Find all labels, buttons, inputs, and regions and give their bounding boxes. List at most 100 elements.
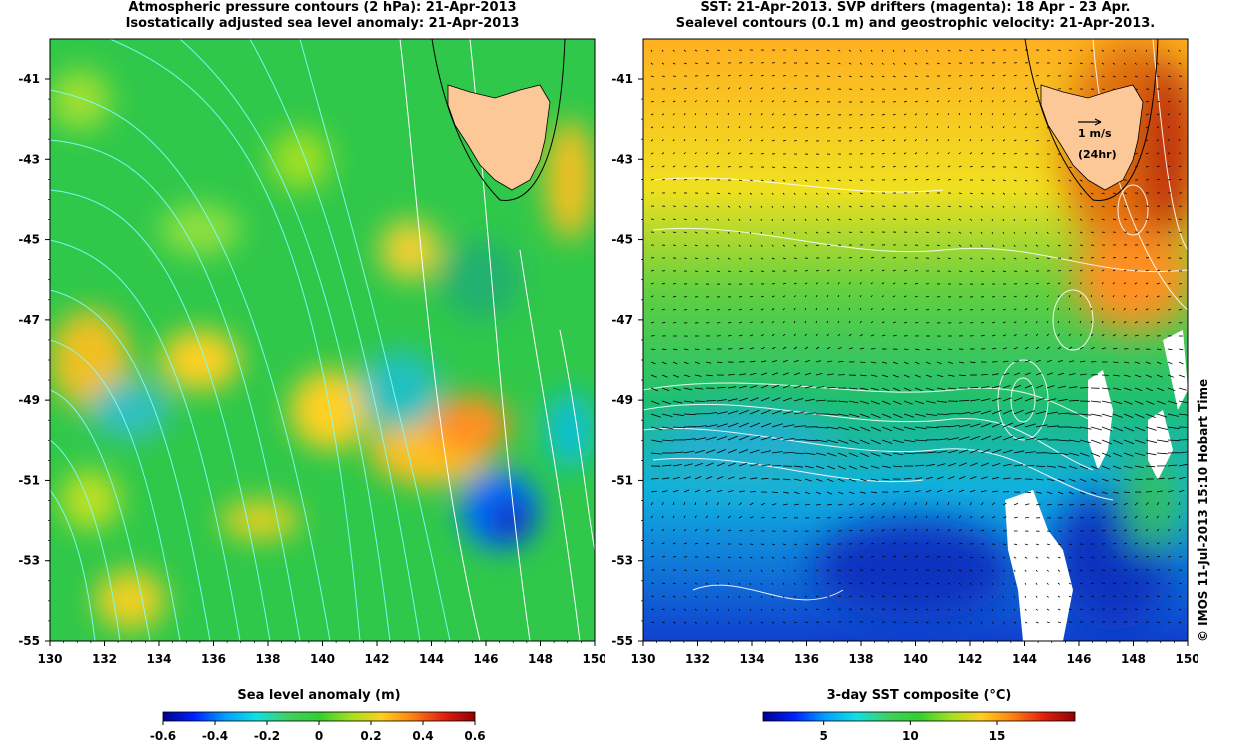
velocity-arrow (1123, 502, 1128, 506)
velocity-arrow (771, 451, 783, 454)
velocity-arrow (749, 516, 754, 519)
velocity-arrow (1024, 113, 1028, 116)
velocity-arrow (793, 257, 797, 259)
velocity-arrow (881, 139, 885, 142)
velocity-arrow (1002, 218, 1005, 221)
velocity-arrow (1057, 621, 1061, 623)
velocity-arrow (727, 335, 732, 337)
velocity-arrow (870, 75, 874, 78)
velocity-arrow (705, 476, 713, 480)
velocity-arrow (980, 422, 992, 428)
left-colorbar-tick-label: 0.6 (464, 729, 485, 743)
velocity-arrow (804, 270, 808, 272)
velocity-arrow (936, 139, 939, 142)
velocity-arrow (716, 100, 719, 103)
velocity-arrow (1002, 74, 1006, 77)
velocity-arrow (661, 502, 664, 506)
velocity-arrow (727, 257, 731, 260)
velocity-arrow (661, 528, 665, 532)
velocity-arrow (705, 400, 717, 402)
velocity-arrow (650, 49, 653, 52)
velocity-arrow (903, 113, 907, 116)
velocity-arrow (705, 205, 709, 208)
velocity-arrow (1024, 595, 1027, 598)
velocity-arrow (1013, 231, 1016, 234)
velocity-arrow (870, 413, 881, 419)
velocity-arrow (980, 205, 984, 208)
velocity-arrow (1035, 346, 1040, 350)
velocity-arrow (892, 515, 896, 519)
velocity-arrow (859, 127, 863, 129)
velocity-arrow (1101, 231, 1105, 233)
velocity-arrow (914, 400, 925, 405)
velocity-arrow (738, 435, 749, 441)
velocity-arrow (1167, 515, 1170, 519)
velocity-arrow (1167, 464, 1178, 467)
velocity-arrow (716, 192, 720, 195)
velocity-arrow (914, 179, 918, 181)
velocity-arrow (980, 231, 983, 234)
velocity-arrow (903, 555, 907, 558)
velocity-arrow (749, 543, 754, 545)
velocity-arrow (727, 113, 730, 116)
velocity-arrow (892, 282, 896, 285)
velocity-arrow (870, 126, 874, 129)
velocity-arrow (727, 529, 732, 532)
velocity-arrow (1134, 282, 1138, 285)
velocity-arrow (782, 75, 786, 77)
velocity-arrow (1134, 387, 1143, 392)
velocity-arrow (1068, 386, 1078, 389)
velocity-arrow (969, 74, 973, 77)
velocity-arrow (1101, 269, 1105, 272)
velocity-arrow (1057, 308, 1060, 311)
velocity-arrow (1035, 465, 1046, 467)
velocity-arrow (914, 75, 918, 77)
velocity-arrow (1145, 387, 1154, 392)
velocity-arrow (826, 320, 829, 324)
velocity-arrow (859, 478, 867, 482)
velocity-arrow (727, 139, 730, 142)
velocity-arrow (793, 595, 796, 598)
velocity-arrow (760, 205, 763, 208)
velocity-arrow (1178, 582, 1182, 585)
velocity-arrow (936, 450, 948, 454)
velocity-arrow (1035, 372, 1042, 376)
velocity-arrow (1167, 374, 1174, 378)
velocity-arrow (1134, 75, 1138, 78)
sst-map-panel: 1 m/s (24hr) 130 132 134 136 138 140 142 144 146… (593, 30, 1198, 670)
velocity-arrow (771, 126, 775, 129)
velocity-arrow (1167, 477, 1176, 480)
velocity-arrow (1068, 49, 1072, 52)
velocity-arrow (1167, 165, 1171, 168)
velocity-arrow (650, 152, 654, 155)
velocity-arrow (683, 450, 695, 454)
velocity-arrow (936, 489, 943, 493)
velocity-arrow (1167, 413, 1179, 417)
velocity-arrow (881, 426, 893, 432)
velocity-arrow (771, 321, 775, 324)
velocity-arrow (914, 231, 918, 233)
velocity-arrow (1013, 621, 1017, 624)
velocity-arrow (1002, 409, 1013, 415)
velocity-arrow (672, 542, 676, 545)
velocity-arrow (991, 270, 995, 273)
velocity-arrow (672, 152, 675, 155)
velocity-arrow (1101, 205, 1105, 208)
velocity-arrow (661, 75, 665, 77)
velocity-arrow (1178, 515, 1181, 519)
velocity-arrow (881, 321, 885, 324)
velocity-arrow (1156, 75, 1160, 78)
velocity-arrow (936, 361, 942, 365)
velocity-arrow (1013, 384, 1022, 389)
velocity-arrow (782, 491, 789, 494)
velocity-arrow (1024, 321, 1028, 324)
velocity-arrow (771, 244, 774, 247)
velocity-arrow (1123, 439, 1135, 445)
velocity-arrow (914, 361, 920, 365)
velocity-arrow (1079, 426, 1092, 430)
velocity-arrow (1035, 244, 1039, 247)
velocity-arrow (1002, 422, 1014, 428)
velocity-arrow (760, 308, 764, 311)
velocity-arrow (738, 516, 743, 519)
velocity-arrow (1035, 582, 1038, 585)
